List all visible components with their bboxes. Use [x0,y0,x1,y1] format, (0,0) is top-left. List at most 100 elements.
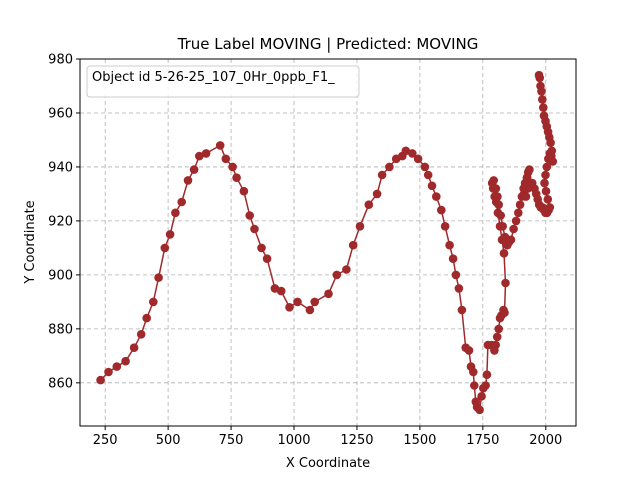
data-point [96,375,105,385]
data-point [491,184,501,193]
data-point [542,162,552,172]
data-point [183,176,193,185]
data-point [189,165,199,174]
x-axis-title: X Coordinate [286,456,370,471]
data-point [437,205,446,215]
x-tick-label: 750 [219,433,244,448]
data-point [112,362,122,371]
data-point [548,157,558,166]
data-point [149,297,158,307]
data-point [506,235,516,245]
data-point [545,203,555,212]
data-point [498,222,508,231]
data-point [515,200,525,209]
data-point [464,346,474,355]
series-layer [96,70,558,415]
data-point [310,297,320,307]
data-point [448,254,458,263]
data-point [355,222,365,231]
data-point [121,356,130,366]
data-point [408,149,417,158]
data-point [540,178,549,188]
data-point [104,367,113,377]
data-point [482,370,492,380]
data-point [489,176,499,185]
legend-entry: Object id 5-26-25_107_0Hr_0ppb_F1_ [92,70,335,85]
y-tick-label: 860 [48,376,73,391]
data-point [257,243,266,253]
data-point [154,273,163,282]
data-point [492,332,502,342]
data-point [171,208,180,218]
y-tick-label: 900 [48,268,73,283]
data-point [385,162,394,172]
data-point [475,405,484,415]
data-point [160,243,170,253]
data-point [413,154,423,164]
x-tick-label: 1250 [340,433,373,448]
data-point [262,254,272,263]
data-point [136,330,146,339]
x-tick-label: 1000 [277,433,310,448]
x-tick-label: 1750 [466,433,499,448]
data-point [534,70,544,80]
data-point [496,211,506,220]
data-point [423,170,433,180]
data-point [477,392,486,401]
data-point [454,284,464,293]
data-point [285,303,294,312]
legend: Object id 5-26-25_107_0Hr_0ppb_F1_ [86,65,360,98]
data-point [500,308,509,318]
data-point [239,186,249,196]
data-point [457,305,467,315]
data-point [228,162,237,172]
x-tick-label: 500 [156,433,181,448]
data-point [469,367,478,377]
y-tick-label: 880 [48,322,73,337]
plot-frame [79,58,577,427]
data-point [324,289,333,299]
data-point [195,151,204,161]
data-point [525,165,534,174]
y-axis-title: Y Coordinate [23,200,38,284]
data-point [348,240,358,250]
data-point [481,381,490,390]
data-point [221,154,231,164]
data-point [332,270,342,280]
data-point [201,149,211,158]
data-point [522,173,532,182]
data-point [494,200,504,209]
data-point [470,381,479,390]
data-point [543,195,553,204]
data-point [420,162,430,172]
data-point [541,186,551,196]
data-point [364,200,374,209]
data-point [129,343,139,353]
data-point [245,211,254,220]
data-point [427,181,437,191]
y-tick-label: 980 [48,53,73,68]
legend-box [86,65,360,98]
data-point [491,340,501,350]
data-point [276,286,286,296]
x-tick-label: 2000 [529,433,562,448]
axis-ticks: 250 500 750 1000 1250 1500 1750 2000 860 880 900 92… [48,53,562,449]
chart-title: True Label MOVING | Predicted: MOVING [177,35,479,53]
data-point [493,192,502,201]
data-point [440,222,450,231]
data-point [432,192,441,201]
data-point [445,240,454,250]
data-point [521,192,531,201]
data-point [142,313,151,323]
data-point [501,278,510,288]
data-point [539,103,548,112]
data-point [541,170,550,180]
data-point [451,270,461,280]
data-point [215,141,225,150]
data-point [377,170,387,180]
data-point [305,305,315,315]
data-point [293,297,302,307]
data-point [250,224,259,234]
data-point [232,173,241,182]
